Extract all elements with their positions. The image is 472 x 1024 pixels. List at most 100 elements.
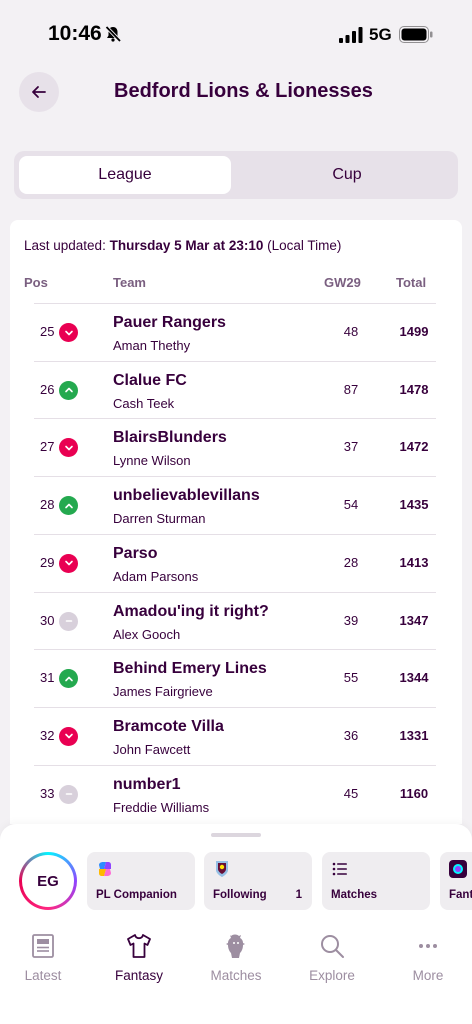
movement-indicator [59,784,78,804]
league-cup-toggle: League Cup [14,151,458,199]
bell-off-icon [105,25,122,43]
table-row[interactable]: 31 Behind Emery Lines James Fairgrieve 55 13… [34,649,436,707]
minus-icon [65,620,72,622]
rank: 32 [40,727,55,743]
tab-matches[interactable]: Matches [196,932,276,983]
rank: 27 [40,439,55,455]
minus-icon [65,793,72,795]
rank: 31 [40,670,55,686]
table-row[interactable]: 28 unbelievablevillans Darren Sturman 54 143… [34,476,436,534]
tab-more[interactable]: More [388,932,468,983]
copilot-icon [99,862,111,876]
battery-icon [399,26,433,43]
more-dots-icon [419,944,437,948]
pl-lion-icon [449,860,467,878]
shirt-icon [127,934,151,958]
manager-name: Darren Sturman [113,511,206,527]
table-row[interactable]: 27 BlairsBlunders Lynne Wilson 37 1472 [34,418,436,476]
movement-indicator [59,669,78,689]
tab-league[interactable]: League [19,156,231,194]
manager-name: James Fairgrieve [113,684,213,700]
chevron-up-icon [64,503,73,508]
gameweek-points: 36 [343,727,359,743]
table-row[interactable]: 32 Bramcote Villa John Fawcett 36 1331 [34,706,436,765]
table-row[interactable]: 29 Parso Adam Parsons 28 1413 [34,533,436,592]
team-name: BlairsBlunders [113,429,227,447]
following-count: 1 [295,889,302,901]
last-updated-suffix: (Local Time) [263,238,342,253]
last-updated: Last updated: Thursday 5 Mar at 23:10 (L… [24,238,341,253]
sheet-handle[interactable] [211,833,261,837]
last-updated-value: Thursday 5 Mar at 23:10 [109,238,264,253]
chip-label: PL Companion [96,889,177,901]
manager-name: Adam Parsons [113,568,199,584]
tab-explore[interactable]: Explore [292,932,372,983]
movement-indicator [59,323,78,342]
table-row[interactable]: 33 number1 Freddie Williams 45 1160 [34,764,436,823]
avatar-initials: EG [22,855,74,907]
manager-name: Cash Teek [113,395,175,411]
total-points: 1331 [399,727,429,743]
total-points: 1435 [399,497,429,513]
last-updated-prefix: Last updated: [24,238,110,253]
rank: 25 [40,324,55,339]
total-points: 1499 [399,324,429,339]
team-name: Amadou'ing it right? [113,602,269,620]
gameweek-points: 45 [343,785,359,801]
tab-fantasy[interactable]: Fantasy [99,932,179,983]
following-chip[interactable]: Following 1 [204,852,312,910]
tab-bar: Latest Fantasy Matches Explore [0,932,472,992]
table-row[interactable]: 30 Amadou'ing it right? Alex Gooch 39 1347 [34,591,436,650]
chevron-down-icon [64,330,73,335]
total-points: 1160 [399,785,429,801]
tab-label: More [412,968,444,983]
rank: 29 [40,554,55,570]
team-name: number1 [113,775,181,793]
matches-chip[interactable]: Matches [322,852,430,910]
arrow-left-icon [32,86,46,98]
network-label: 5G [369,25,392,44]
rank: 33 [40,785,55,801]
column-header-pos: Pos [24,275,48,290]
chip-label: Following [213,889,267,901]
tab-cup[interactable]: Cup [332,166,362,183]
movement-indicator [59,611,78,631]
movement-indicator [59,726,78,746]
team-name: unbelievablevillans [113,487,260,505]
gameweek-points: 37 [343,439,359,455]
header: Bedford Lions & Lionesses [0,70,472,114]
gameweek-points: 55 [343,670,359,686]
manager-name: Alex Gooch [113,626,181,642]
team-name: Clalue FC [113,371,187,389]
table-row[interactable]: 25 Pauer Rangers Aman Thethy 48 1499 [34,303,436,361]
total-points: 1344 [399,670,429,686]
column-header-team: Team [113,275,146,290]
gameweek-points: 87 [343,381,359,397]
back-button[interactable] [19,72,59,112]
chip-label: Matches [331,889,378,901]
total-points: 1472 [399,439,429,455]
tab-label: Matches [210,968,262,983]
club-crest-icon [216,861,228,877]
signal-icon [339,27,363,43]
page-title: Bedford Lions & Lionesses [114,80,373,102]
movement-indicator [59,438,78,458]
bottom-sheet: EG PL Companion Following 1 Matches [0,824,472,1024]
gameweek-points: 48 [343,324,359,339]
fantasy-chip[interactable]: Fant [440,852,472,910]
tab-label: Explore [309,968,355,983]
tab-latest[interactable]: Latest [3,932,83,983]
gameweek-points: 54 [343,497,359,513]
pl-companion-chip[interactable]: PL Companion [87,852,195,910]
avatar[interactable]: EG [19,852,77,910]
tab-label: Fantasy [114,968,164,983]
rank: 26 [40,381,55,397]
chevron-up-icon [64,676,73,681]
team-name: Behind Emery Lines [113,660,267,678]
manager-name: Freddie Williams [113,799,210,815]
status-bar: 10:46 5G [0,0,472,66]
column-header-gw: GW29 [324,275,361,290]
rank: 28 [40,497,55,513]
movement-indicator [59,380,78,400]
table-row[interactable]: 26 Clalue FC Cash Teek 87 1478 [34,360,436,419]
